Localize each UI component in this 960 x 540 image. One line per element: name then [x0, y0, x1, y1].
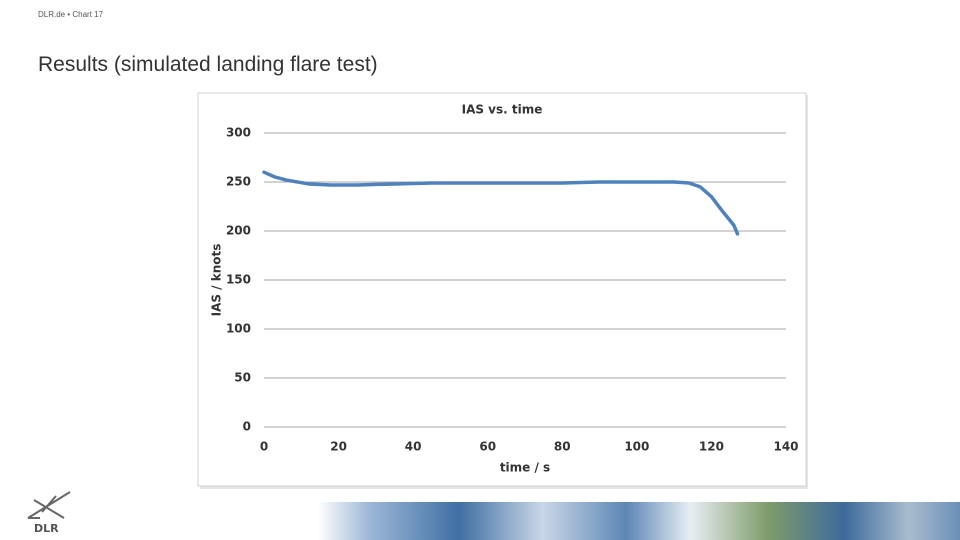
x-tick-label: 60: [479, 440, 496, 454]
x-axis-label: time / s: [500, 461, 550, 475]
y-tick-label: 200: [226, 224, 251, 238]
slide-title: Results (simulated landing flare test): [38, 53, 378, 76]
y-tick-label: 50: [234, 371, 251, 385]
header: DLR.de • Chart 17: [38, 10, 104, 19]
x-tick-label: 140: [773, 440, 798, 454]
y-tick-label: 250: [226, 175, 251, 189]
y-tick-label: 300: [226, 126, 251, 140]
data-line: [262, 170, 740, 236]
y-tick-label: 0: [243, 420, 251, 434]
logo-text: DLR: [34, 522, 59, 535]
x-tick-label: 120: [699, 440, 724, 454]
y-axis-label: IAS / knots: [210, 244, 224, 317]
y-tick-label: 100: [226, 322, 251, 336]
x-tick-label: 20: [330, 440, 347, 454]
x-tick-label: 100: [624, 440, 649, 454]
y-tick-label: 150: [226, 273, 251, 287]
x-tick-label: 40: [405, 440, 422, 454]
logo: DLR: [27, 491, 71, 535]
x-tick-label: 80: [554, 440, 571, 454]
x-tick-label: 0: [260, 440, 268, 454]
chart-title: IAS vs. time: [462, 103, 543, 117]
chart-frame: [197, 92, 807, 487]
earth-banner: [318, 502, 960, 540]
